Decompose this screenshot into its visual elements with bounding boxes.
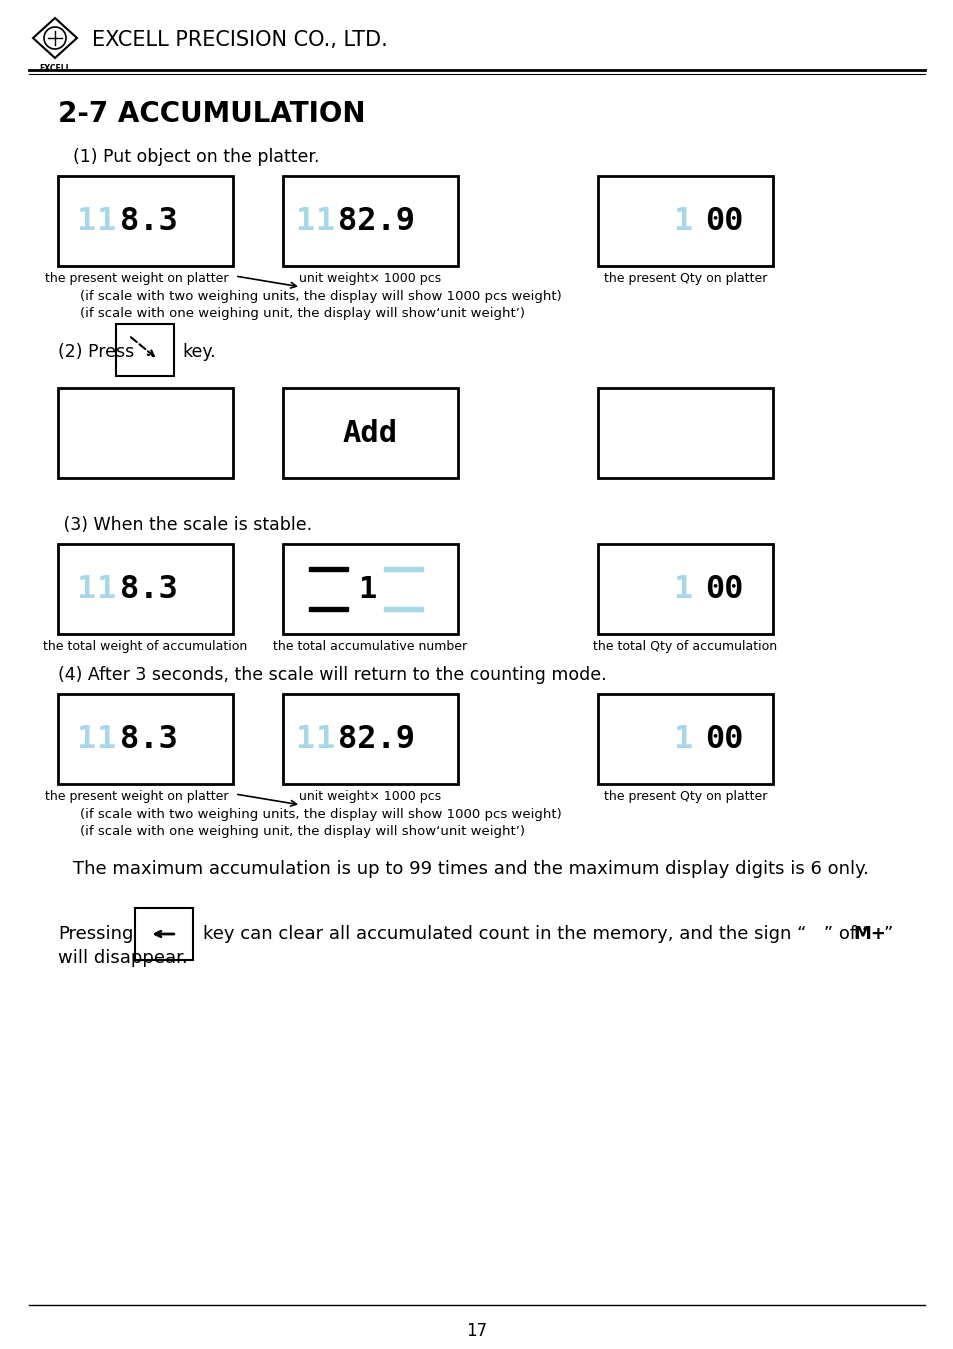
Text: key can clear all accumulated count in the memory, and the sign “   ” of “: key can clear all accumulated count in t… — [203, 925, 870, 943]
Text: the total weight of accumulation: the total weight of accumulation — [43, 639, 248, 653]
Text: (3) When the scale is stable.: (3) When the scale is stable. — [58, 517, 312, 534]
Text: 82.9: 82.9 — [337, 205, 415, 236]
Bar — [58, 693, 233, 784]
Text: (if scale with two weighing units, the display will show 1000 pcs weight): (if scale with two weighing units, the d… — [80, 290, 561, 304]
Text: 8.3: 8.3 — [120, 573, 177, 604]
Bar — [58, 544, 233, 634]
Text: (if scale with one weighing unit, the display will show‘unit weight’): (if scale with one weighing unit, the di… — [80, 826, 524, 838]
Text: key.: key. — [182, 343, 215, 362]
Text: 1: 1 — [672, 205, 692, 236]
Text: 1: 1 — [672, 573, 692, 604]
Text: unit weight× 1000 pcs: unit weight× 1000 pcs — [299, 272, 441, 285]
Text: ”: ” — [882, 925, 891, 943]
Text: 1: 1 — [76, 205, 95, 236]
Text: 1: 1 — [314, 205, 334, 236]
Text: 1: 1 — [672, 723, 692, 754]
Text: Add: Add — [342, 418, 397, 448]
Text: (1) Put object on the platter.: (1) Put object on the platter. — [73, 148, 319, 166]
Text: EXCELL: EXCELL — [39, 63, 71, 73]
Bar — [283, 389, 457, 478]
Text: 8.3: 8.3 — [120, 723, 177, 754]
Text: (2) Press: (2) Press — [58, 343, 134, 362]
Text: 1: 1 — [76, 573, 95, 604]
Text: unit weight× 1000 pcs: unit weight× 1000 pcs — [299, 791, 441, 803]
Text: 2-7 ACCUMULATION: 2-7 ACCUMULATION — [58, 100, 365, 128]
Bar — [116, 324, 173, 376]
Bar — [283, 693, 457, 784]
Bar — [58, 175, 233, 266]
Text: 82.9: 82.9 — [337, 723, 415, 754]
Text: EXCELL PRECISION CO., LTD.: EXCELL PRECISION CO., LTD. — [91, 30, 387, 50]
Text: 00: 00 — [704, 723, 742, 754]
Text: the total Qty of accumulation: the total Qty of accumulation — [593, 639, 777, 653]
Text: 1: 1 — [294, 205, 314, 236]
Bar — [58, 389, 233, 478]
Bar — [384, 567, 422, 571]
Text: 1: 1 — [357, 575, 375, 603]
Bar — [384, 607, 422, 611]
Text: 00: 00 — [704, 205, 742, 236]
Text: M+: M+ — [852, 925, 885, 943]
Text: 8.3: 8.3 — [120, 205, 177, 236]
Bar — [309, 567, 348, 571]
Bar — [283, 175, 457, 266]
Text: The maximum accumulation is up to 99 times and the maximum display digits is 6 o: The maximum accumulation is up to 99 tim… — [73, 861, 868, 878]
Text: 00: 00 — [704, 573, 742, 604]
Text: the present weight on platter: the present weight on platter — [45, 791, 229, 803]
Bar — [309, 607, 348, 611]
Bar — [135, 908, 193, 960]
Text: the present Qty on platter: the present Qty on platter — [603, 272, 766, 285]
Text: 17: 17 — [466, 1322, 487, 1340]
Bar — [598, 693, 772, 784]
Text: 1: 1 — [76, 723, 95, 754]
Text: the total accumulative number: the total accumulative number — [274, 639, 467, 653]
Text: will disappear.: will disappear. — [58, 948, 188, 967]
Text: the present Qty on platter: the present Qty on platter — [603, 791, 766, 803]
Text: 1: 1 — [96, 205, 115, 236]
Text: (if scale with one weighing unit, the display will show‘unit weight’): (if scale with one weighing unit, the di… — [80, 308, 524, 320]
Text: 1: 1 — [294, 723, 314, 754]
Text: 1: 1 — [96, 723, 115, 754]
Text: (if scale with two weighing units, the display will show 1000 pcs weight): (if scale with two weighing units, the d… — [80, 808, 561, 822]
Text: 1: 1 — [96, 573, 115, 604]
Bar — [283, 544, 457, 634]
Bar — [598, 389, 772, 478]
Text: the present weight on platter: the present weight on platter — [45, 272, 229, 285]
Text: (4) After 3 seconds, the scale will return to the counting mode.: (4) After 3 seconds, the scale will retu… — [58, 666, 606, 684]
Text: Pressing: Pressing — [58, 925, 133, 943]
Text: 1: 1 — [314, 723, 334, 754]
Bar — [598, 544, 772, 634]
Bar — [598, 175, 772, 266]
